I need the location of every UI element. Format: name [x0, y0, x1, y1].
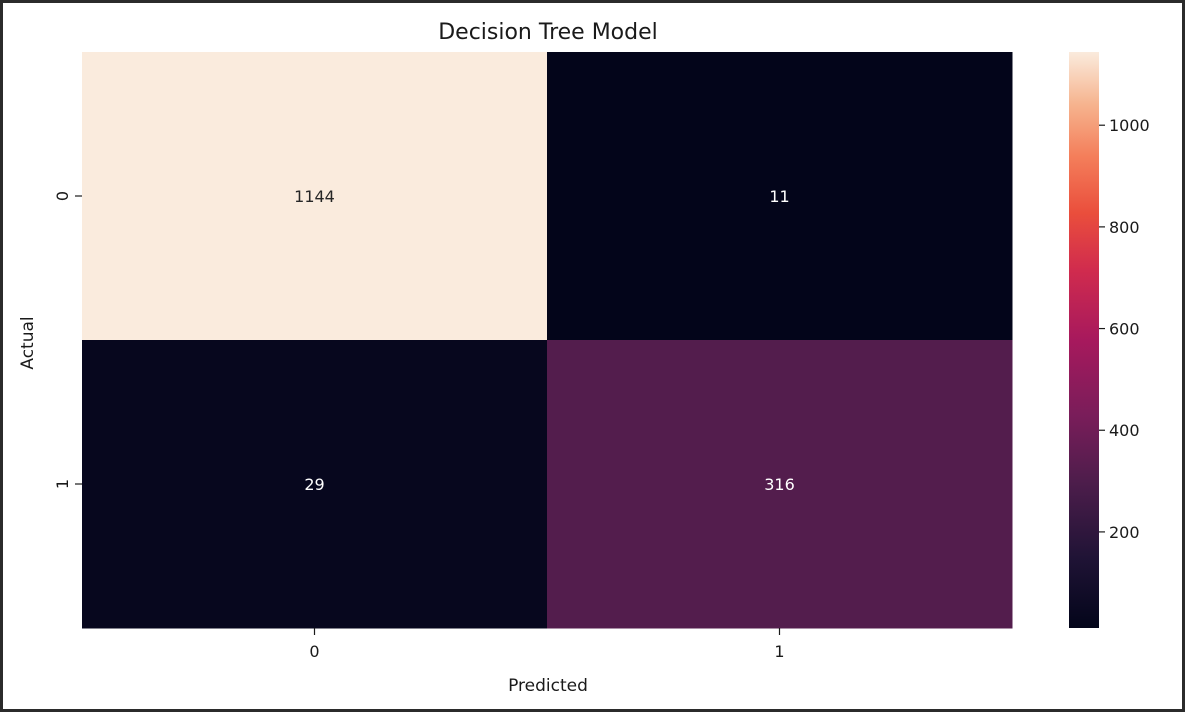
x-axis-label: Predicted — [508, 676, 588, 696]
colorbar-ticks: 200 400 600 800 1000 — [1099, 116, 1150, 542]
heatmap-cell-r0-c1 — [547, 52, 1013, 341]
colorbar-tick-label-600: 600 — [1109, 320, 1140, 339]
heatmap-cell-r1-c1 — [547, 340, 1013, 629]
y-axis-label: Actual — [18, 316, 38, 369]
cell-value-r0-c1: 11 — [769, 187, 789, 206]
x-tick-label-0: 0 — [309, 642, 319, 661]
y-tick-label-1: 1 — [53, 479, 72, 489]
heatmap-cells — [82, 52, 1013, 629]
cell-value-r0-c0: 1144 — [294, 187, 335, 206]
cell-value-r1-c0: 29 — [304, 475, 324, 494]
y-axis-ticks: 01 — [53, 191, 82, 489]
heatmap-cell-labels: 1144 11 29 316 — [294, 187, 795, 494]
chart-title: Decision Tree Model — [438, 20, 658, 45]
heatmap-cell-r0-c0 — [82, 52, 548, 341]
heatmap-cell-r1-c0 — [82, 340, 548, 629]
x-tick-label-1: 1 — [774, 642, 784, 661]
colorbar-tick-label-1000: 1000 — [1109, 116, 1150, 135]
cell-value-r1-c1: 316 — [764, 475, 795, 494]
colorbar — [1069, 52, 1099, 628]
y-tick-label-0: 0 — [53, 191, 72, 201]
colorbar-tick-label-200: 200 — [1109, 523, 1140, 542]
colorbar-tick-label-400: 400 — [1109, 421, 1140, 440]
colorbar-tick-label-800: 800 — [1109, 218, 1140, 237]
